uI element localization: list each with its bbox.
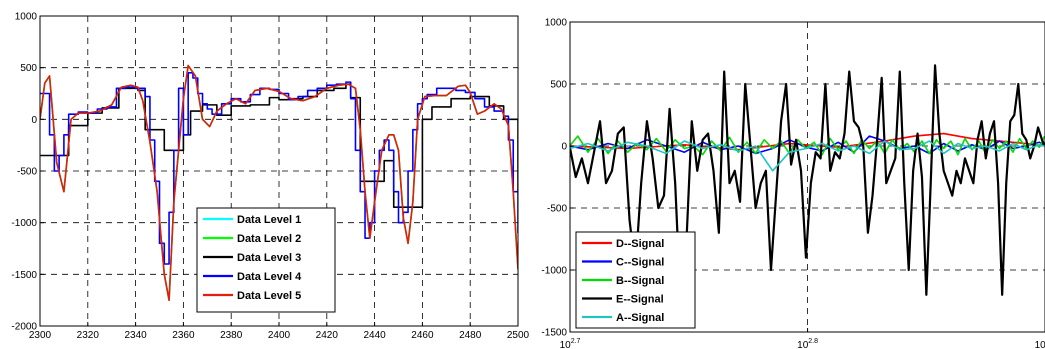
y-tick-label: 500	[20, 63, 37, 74]
legend-label: B--Signal	[616, 275, 664, 287]
x-tick-label: 102.9	[1035, 338, 1045, 349]
legend-label: Data Level 1	[237, 214, 301, 226]
series-line-4	[40, 72, 518, 265]
x-tick-label: 2440	[363, 330, 386, 341]
legend-label: Data Level 3	[237, 252, 301, 264]
x-tick-label: 2500	[507, 330, 530, 341]
y-tick-label: 1000	[545, 18, 568, 29]
series-line-5	[40, 64, 518, 301]
y-tick-label: -1000	[11, 218, 37, 229]
x-tick-label: 2300	[29, 330, 52, 341]
x-tick-label: 2320	[77, 330, 100, 341]
y-tick-label: -2000	[11, 322, 37, 333]
legend-label: C--Signal	[616, 257, 664, 269]
x-tick-label: 2460	[411, 330, 434, 341]
legend-label: A--Signal	[616, 312, 664, 324]
legend-label: Data Level 5	[237, 290, 301, 302]
series-line-4	[570, 64, 1045, 309]
y-tick-label: -500	[547, 204, 567, 215]
x-tick-label: 102.7	[560, 338, 581, 349]
y-tick-label: 0	[561, 142, 567, 153]
legend: D--Signal C--Signal B--Signal E--Signal A--S…	[575, 231, 696, 329]
y-tick-label: 500	[550, 80, 567, 91]
y-tick-label: 0	[31, 115, 37, 126]
x-tick-label: 2480	[459, 330, 482, 341]
series-line-3	[40, 83, 518, 208]
x-tick-label: 2400	[268, 330, 291, 341]
x-tick-label: 102.8	[797, 338, 818, 349]
legend-label: Data Level 4	[237, 271, 302, 283]
series-line-5	[570, 140, 1045, 172]
x-tick-label: 2360	[172, 330, 195, 341]
chart-2: 102.7 102.8 102.9 -1500 -1000 -500 0 500 1000 D--…	[541, 18, 1045, 349]
y-tick-label: -1500	[541, 328, 567, 339]
x-tick-label: 2380	[220, 330, 243, 341]
legend: Data Level 1 Data Level 2 Data Level 3 Data…	[196, 207, 336, 313]
chart-1: 2300 2320 2340 2360 2380 2400 2420 2440 2460 2480…	[11, 12, 529, 342]
x-tick-label: 2420	[316, 330, 339, 341]
legend-label: Data Level 2	[237, 233, 301, 245]
y-tick-label: 1000	[15, 12, 38, 23]
x-tick-label: 2340	[124, 330, 147, 341]
y-tick-label: -500	[17, 167, 37, 178]
series-line-3	[570, 135, 1045, 156]
legend-label: D--Signal	[616, 238, 664, 250]
y-tick-label: -1000	[541, 266, 567, 277]
legend-label: E--Signal	[616, 294, 664, 306]
y-tick-label: -1500	[11, 270, 37, 281]
